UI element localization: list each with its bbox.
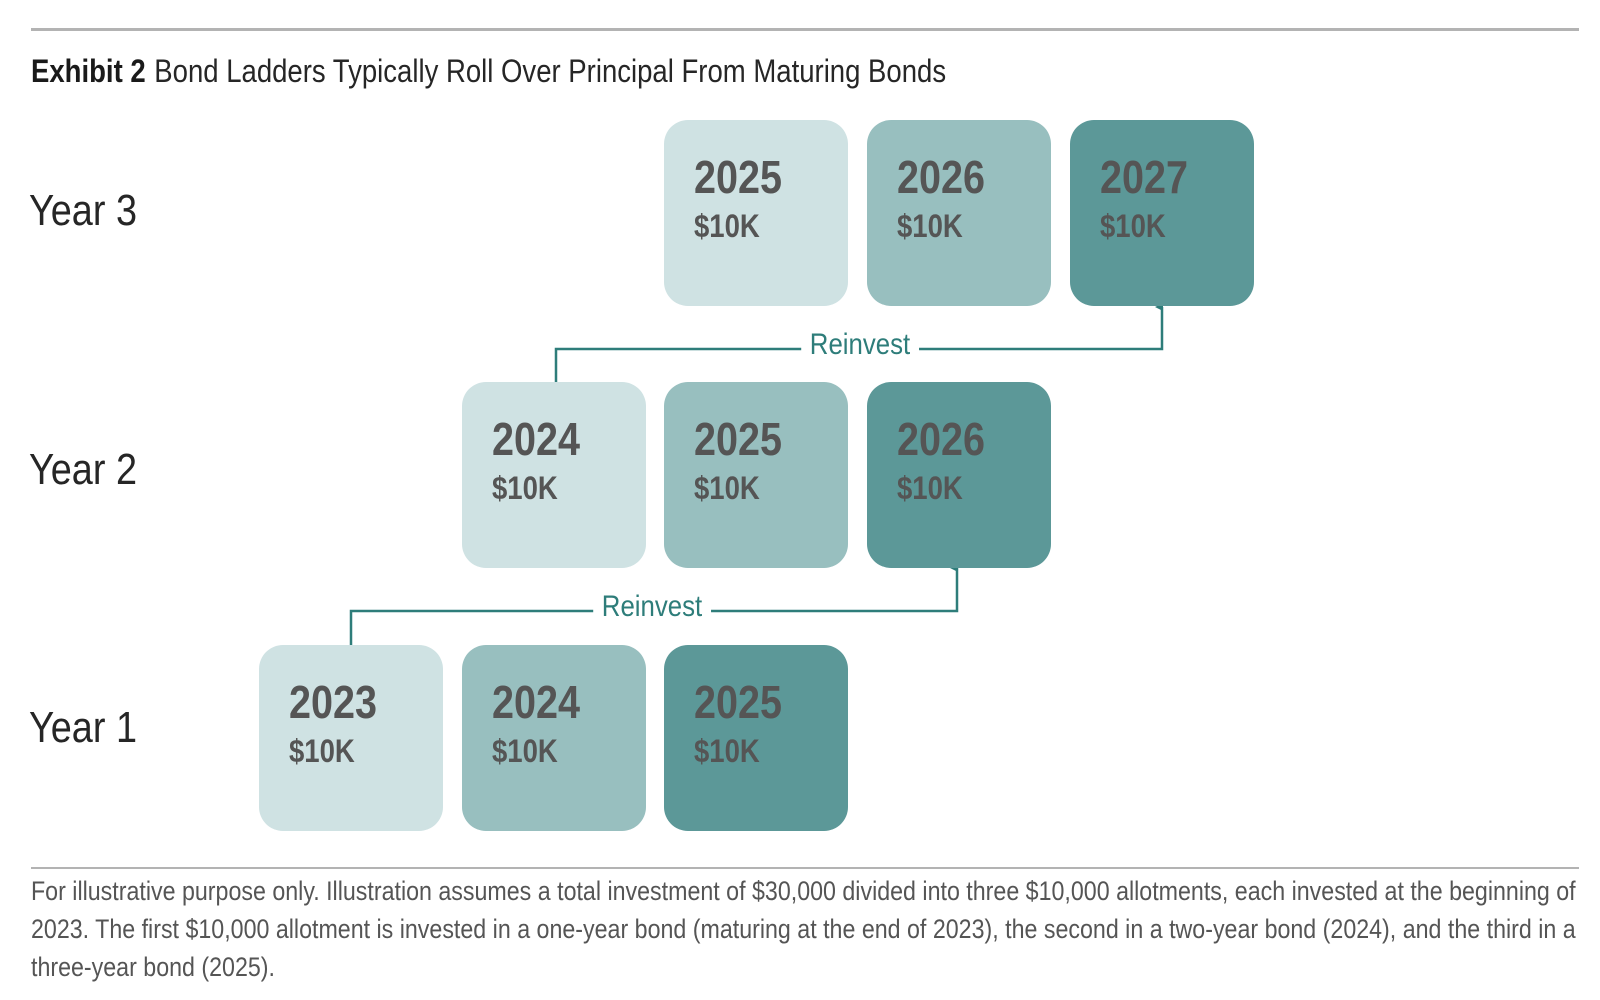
bond-amount: $10K (897, 208, 963, 244)
row-label-year-3: Year 3 (29, 186, 138, 235)
bond-amount: $10K (897, 470, 963, 506)
bond-amount: $10K (694, 470, 760, 506)
bond-box: 2024 $10K (462, 382, 646, 568)
row-label-year-2: Year 2 (29, 445, 138, 494)
bond-amount: $10K (289, 733, 355, 769)
bond-box: 2026 $10K (867, 120, 1051, 306)
bond-maturity-year: 2024 (492, 413, 581, 465)
bond-maturity-year: 2025 (694, 413, 783, 465)
bond-box: 2027 $10K (1070, 120, 1254, 306)
bond-box: 2025 $10K (664, 382, 848, 568)
footnote: For illustrative purpose only. Illustrat… (31, 876, 1576, 982)
bond-maturity-year: 2025 (694, 151, 783, 203)
bond-box: 2025 $10K (664, 120, 848, 306)
bond-maturity-year: 2026 (897, 413, 986, 465)
bond-box: 2025 $10K (664, 645, 848, 831)
reinvest-label-upper: Reinvest (801, 328, 919, 362)
bond-maturity-year: 2026 (897, 151, 986, 203)
exhibit-header: Exhibit 2 Bond Ladders Typically Roll Ove… (31, 50, 946, 92)
bond-maturity-year: 2027 (1100, 151, 1189, 203)
bond-amount: $10K (694, 733, 760, 769)
bond-box: 2023 $10K (259, 645, 443, 831)
bond-maturity-year: 2025 (694, 676, 783, 728)
bond-amount: $10K (694, 208, 760, 244)
exhibit-label: Exhibit 2 (31, 53, 146, 89)
bond-box: 2024 $10K (462, 645, 646, 831)
row-label-year-1: Year 1 (29, 703, 138, 752)
bond-amount: $10K (1100, 208, 1166, 244)
bond-maturity-year: 2023 (289, 676, 378, 728)
reinvest-label-lower: Reinvest (593, 590, 711, 624)
top-rule (31, 28, 1579, 31)
exhibit-title: Bond Ladders Typically Roll Over Princip… (154, 53, 947, 89)
bond-box: 2026 $10K (867, 382, 1051, 568)
bond-maturity-year: 2024 (492, 676, 581, 728)
bottom-rule (31, 867, 1579, 869)
bond-amount: $10K (492, 470, 558, 506)
bond-amount: $10K (492, 733, 558, 769)
